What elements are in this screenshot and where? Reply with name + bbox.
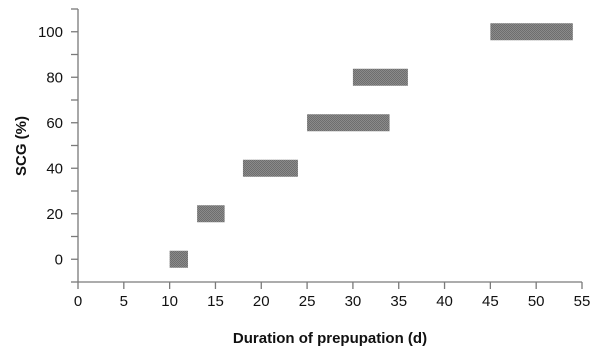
x-tick-label: 10	[161, 293, 178, 310]
ticks: 0 20 40 60 80 100 0 5 10 15 20 25 30 35 40 45 50 55	[38, 8, 591, 310]
y-tick-label: 80	[46, 69, 63, 86]
y-axis-title: SCG (%)	[13, 116, 30, 176]
x-tick-label: 50	[528, 293, 545, 310]
x-tick-label: 55	[574, 293, 591, 310]
range-bar	[490, 23, 573, 41]
axes	[77, 9, 582, 283]
range-bar	[307, 114, 390, 132]
y-tick-label: 0	[55, 251, 63, 268]
x-tick-label: 5	[120, 293, 128, 310]
x-tick-label: 20	[253, 293, 270, 310]
range-bar	[197, 205, 225, 223]
x-tick-label: 30	[345, 293, 362, 310]
x-tick-label: 0	[74, 293, 82, 310]
x-tick-label: 45	[482, 293, 499, 310]
range-bar	[169, 250, 188, 268]
x-axis-title: Duration of prepupation (d)	[233, 330, 427, 347]
y-tick-label: 40	[46, 160, 63, 177]
y-tick-label: 100	[38, 24, 63, 41]
x-tick-label: 25	[299, 293, 316, 310]
y-tick-label: 20	[46, 206, 63, 223]
x-tick-label: 15	[207, 293, 224, 310]
x-tick-label: 35	[390, 293, 407, 310]
bars	[169, 23, 573, 268]
y-tick-label: 60	[46, 115, 63, 132]
range-bar	[352, 68, 408, 86]
range-bar	[242, 159, 298, 177]
x-tick-label: 40	[436, 293, 453, 310]
